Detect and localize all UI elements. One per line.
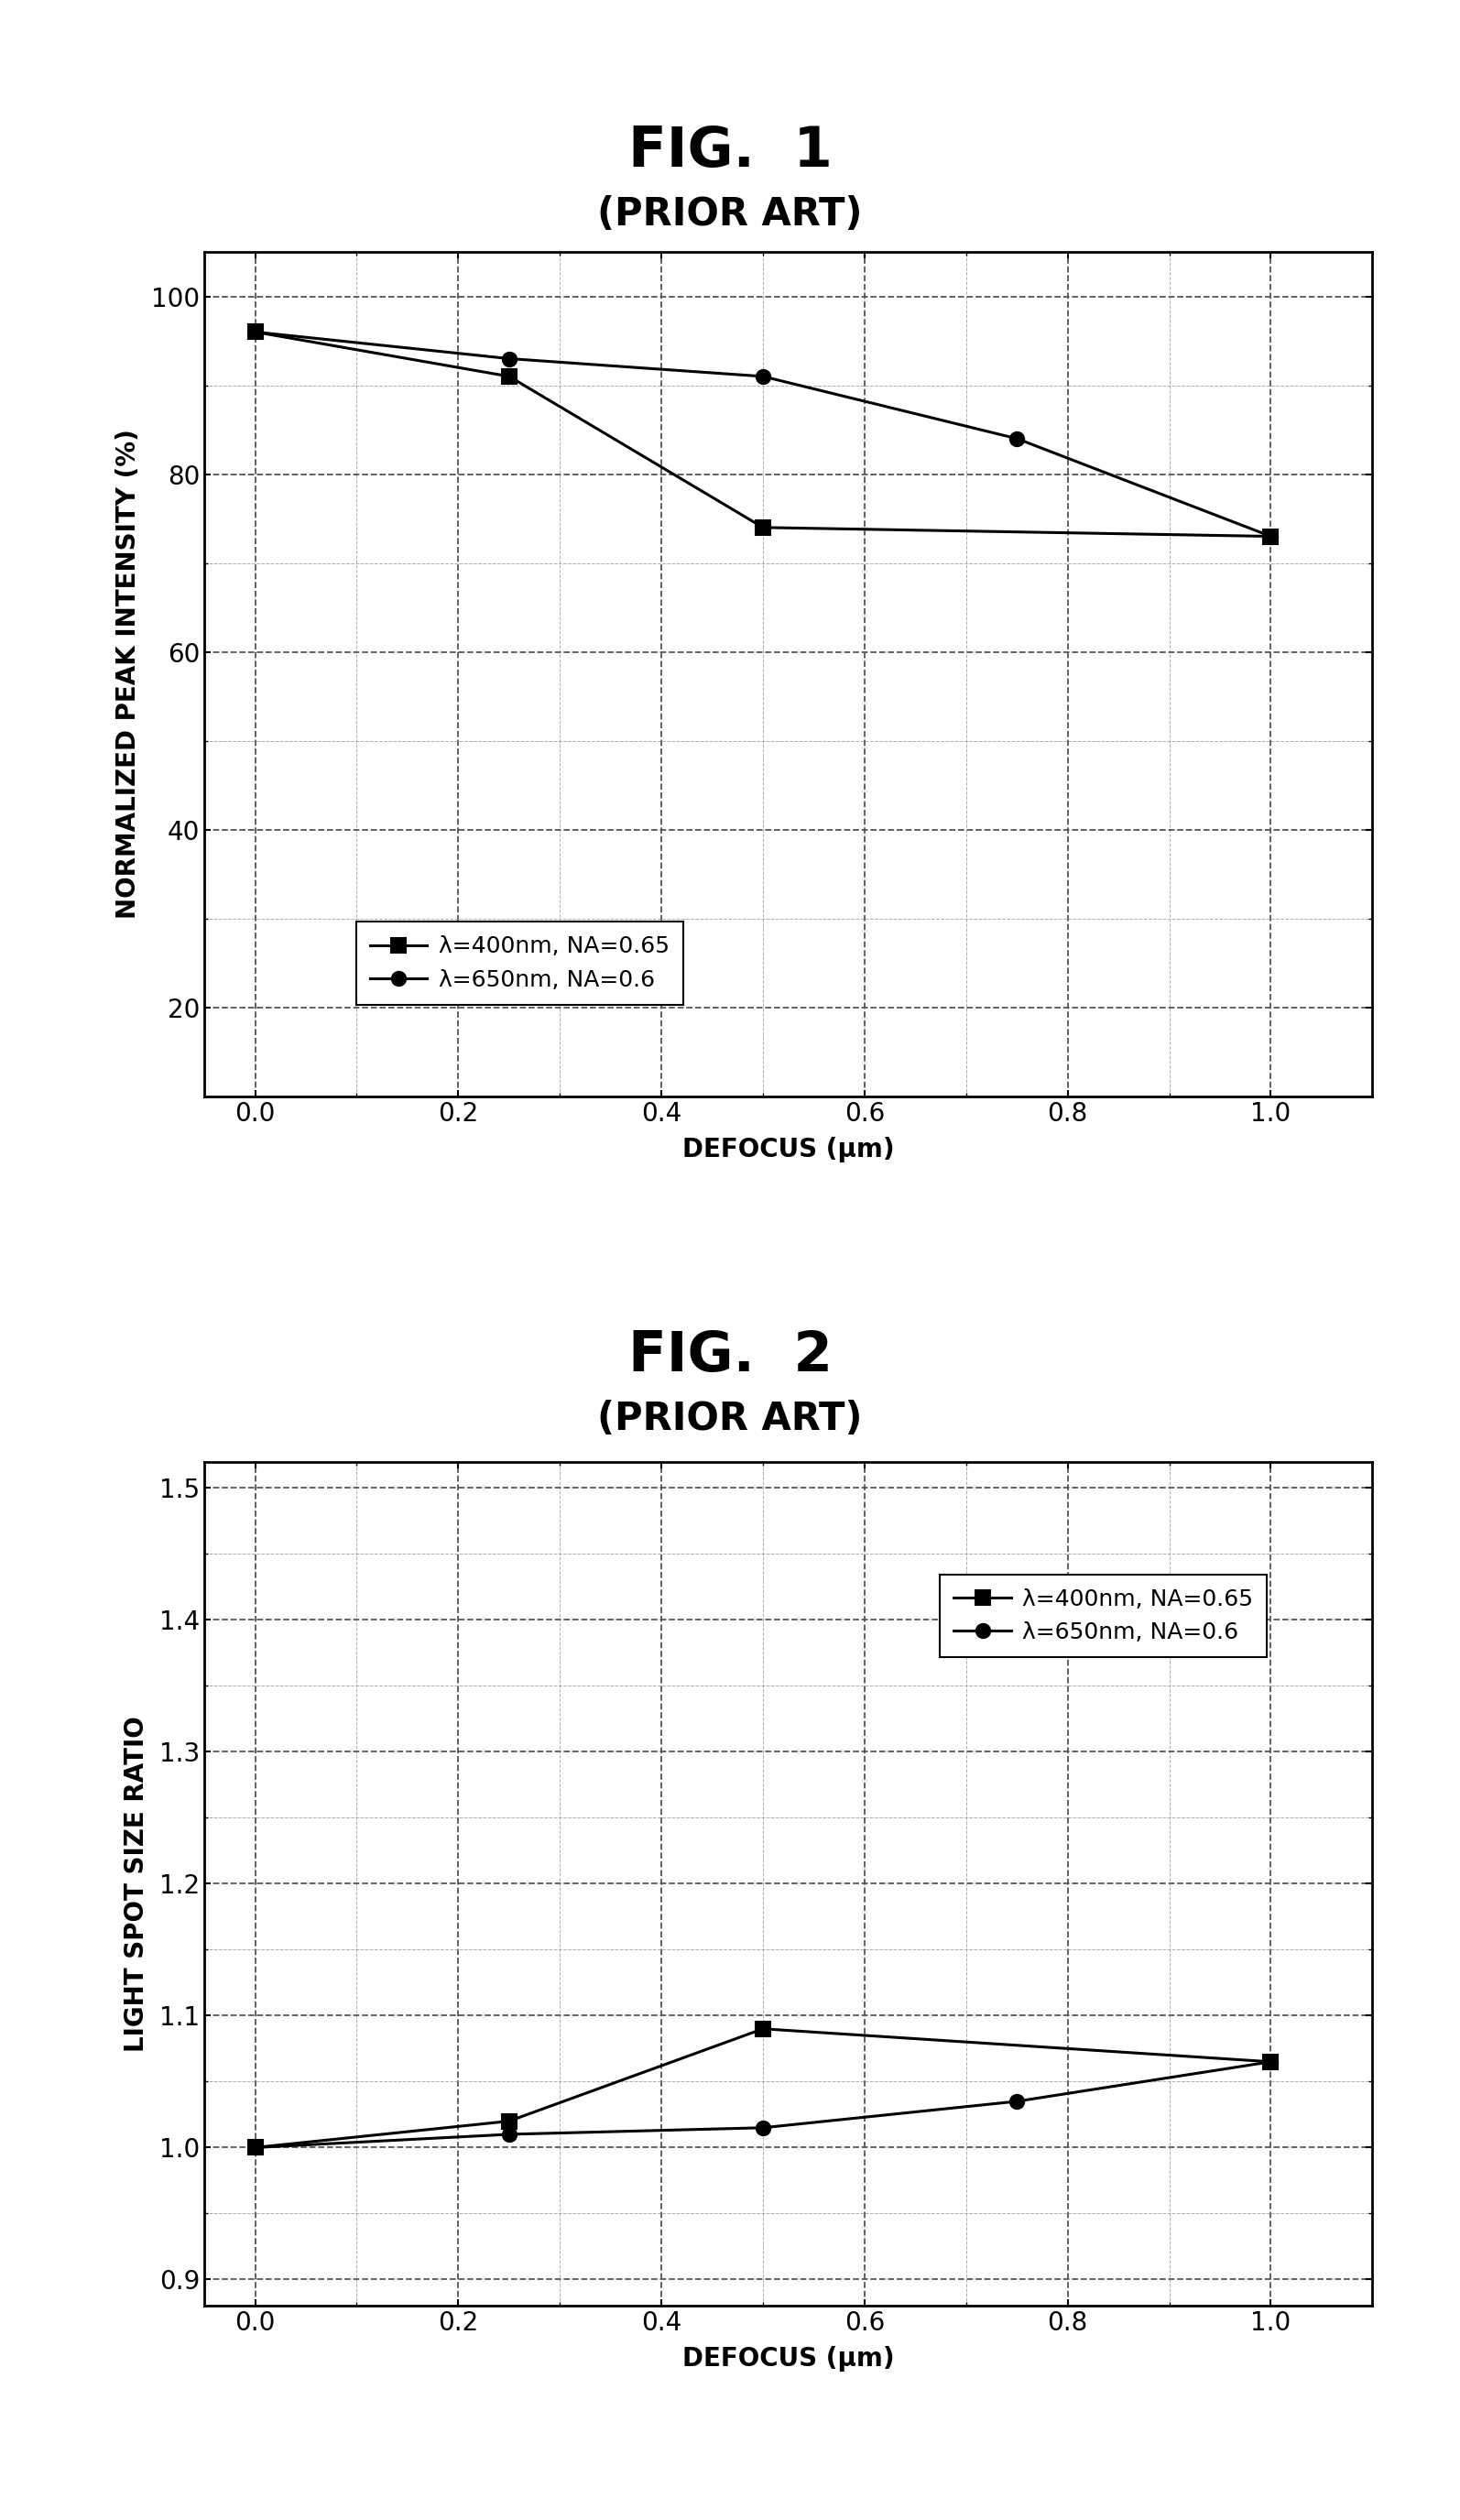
Text: (PRIOR ART): (PRIOR ART) [597,1399,863,1439]
λ=400nm, NA=0.65 [501,360,518,391]
λ=650nm, NA=0.6 [501,2119,518,2150]
Legend: λ=400nm, NA=0.65, λ=650nm, NA=0.6: λ=400nm, NA=0.65, λ=650nm, NA=0.6 [940,1575,1267,1658]
λ=400nm, NA=0.65 [247,2132,264,2162]
Line: λ=400nm, NA=0.65: λ=400nm, NA=0.65 [248,325,1278,544]
λ=400nm, NA=0.65 [501,2107,518,2137]
Y-axis label: LIGHT SPOT SIZE RATIO: LIGHT SPOT SIZE RATIO [124,1716,149,2051]
λ=400nm, NA=0.65 [755,2013,772,2044]
λ=650nm, NA=0.6 [755,360,772,391]
Legend: λ=400nm, NA=0.65, λ=650nm, NA=0.6: λ=400nm, NA=0.65, λ=650nm, NA=0.6 [356,922,683,1005]
X-axis label: DEFOCUS (μm): DEFOCUS (μm) [682,2346,895,2371]
Text: FIG.  1: FIG. 1 [628,123,832,179]
X-axis label: DEFOCUS (μm): DEFOCUS (μm) [682,1137,895,1162]
Text: FIG.  2: FIG. 2 [628,1328,832,1383]
Text: (PRIOR ART): (PRIOR ART) [597,194,863,234]
λ=650nm, NA=0.6 [1261,2046,1279,2076]
λ=650nm, NA=0.6 [755,2112,772,2142]
Line: λ=650nm, NA=0.6: λ=650nm, NA=0.6 [248,325,1278,544]
Line: λ=650nm, NA=0.6: λ=650nm, NA=0.6 [248,2054,1278,2155]
λ=650nm, NA=0.6 [247,318,264,348]
Line: λ=400nm, NA=0.65: λ=400nm, NA=0.65 [248,2021,1278,2155]
λ=400nm, NA=0.65 [247,318,264,348]
λ=400nm, NA=0.65 [755,512,772,542]
λ=650nm, NA=0.6 [247,2132,264,2162]
λ=650nm, NA=0.6 [1009,2087,1026,2117]
λ=650nm, NA=0.6 [1261,522,1279,552]
λ=400nm, NA=0.65 [1261,2046,1279,2076]
Y-axis label: NORMALIZED PEAK INTENSITY (%): NORMALIZED PEAK INTENSITY (%) [115,428,142,920]
λ=650nm, NA=0.6 [501,343,518,373]
λ=650nm, NA=0.6 [1009,423,1026,454]
λ=400nm, NA=0.65 [1261,522,1279,552]
